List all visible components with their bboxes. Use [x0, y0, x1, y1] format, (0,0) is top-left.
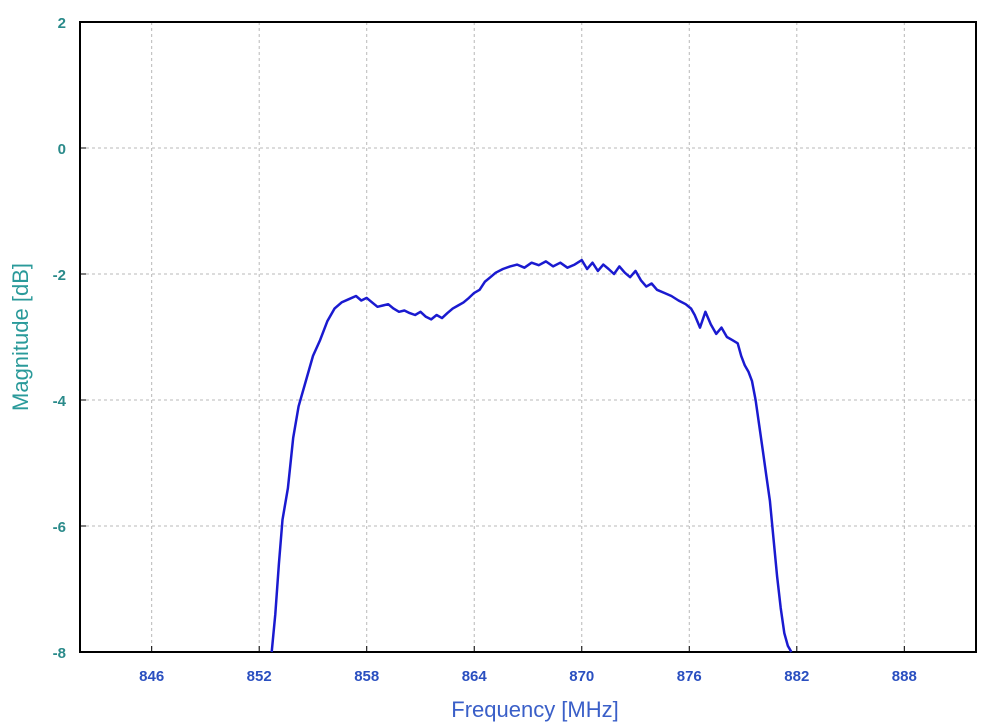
y-tick-label: -8: [53, 645, 66, 662]
x-tick-label: 864: [462, 668, 488, 685]
series-line: [270, 258, 793, 653]
y-axis-title: Magnitude [dB]: [8, 263, 33, 411]
y-tick-label: -2: [53, 267, 66, 284]
x-tick-label: 870: [569, 668, 594, 685]
x-axis-title: Frequency [MHz]: [451, 697, 619, 722]
plot-frame: [79, 21, 977, 653]
x-axis-ticks: 846 852 858 864 870 876 882 888: [139, 646, 917, 685]
y-tick-label: 0: [58, 141, 66, 158]
x-tick-label: 852: [247, 668, 272, 685]
y-tick-label: 2: [58, 15, 66, 32]
y-tick-label: -4: [53, 393, 67, 410]
y-tick-label: -6: [53, 519, 66, 536]
x-tick-label: 876: [677, 668, 702, 685]
x-tick-label: 888: [892, 668, 917, 685]
x-tick-label: 846: [139, 668, 164, 685]
x-tick-label: 882: [784, 668, 809, 685]
grid-lines: [80, 22, 976, 652]
x-tick-label: 858: [354, 668, 379, 685]
y-axis-ticks: -8 -6 -4 -2 0 2: [53, 15, 86, 662]
